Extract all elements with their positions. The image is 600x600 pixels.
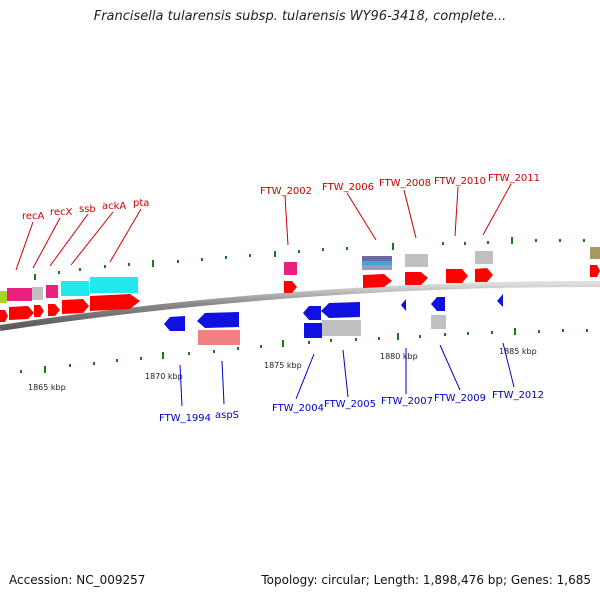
feature-block xyxy=(284,262,297,275)
gene-label-aspS[interactable]: aspS xyxy=(215,410,239,421)
tick-label-1875: 1875 kbp xyxy=(264,361,302,370)
feature-block xyxy=(0,291,7,303)
forward-feature-track xyxy=(0,247,600,303)
gene-label-FTW_2007[interactable]: FTW_2007 xyxy=(381,396,433,407)
topology-info: Topology: circular; Length: 1,898,476 bp… xyxy=(261,573,591,587)
feature-block xyxy=(322,320,361,336)
feature-block xyxy=(362,256,392,261)
accession-text: Accession: NC_009257 xyxy=(9,573,146,587)
feature-block xyxy=(475,251,493,264)
cds-arrow xyxy=(62,299,89,314)
feature-block xyxy=(431,315,446,329)
cds-arrow xyxy=(90,294,140,311)
cds-arrow xyxy=(363,274,392,288)
cds-arrow xyxy=(9,306,34,320)
gene-label-FTW_2006[interactable]: FTW_2006 xyxy=(322,182,374,193)
cds-arrow xyxy=(164,316,185,331)
cds-arrow xyxy=(401,299,406,311)
gene-label-recX[interactable]: recX xyxy=(50,207,73,218)
cds-arrow xyxy=(590,265,600,277)
cds-arrow xyxy=(0,310,8,322)
gene-label-FTW_2002[interactable]: FTW_2002 xyxy=(260,186,312,197)
feature-block xyxy=(90,277,138,293)
feature-block xyxy=(304,323,322,338)
tick-label-1880: 1880 kbp xyxy=(380,352,418,361)
gene-label-FTW_2004[interactable]: FTW_2004 xyxy=(272,403,324,414)
feature-block xyxy=(405,254,428,267)
gene-label-ssb[interactable]: ssb xyxy=(79,204,96,215)
tick-label-1885: 1885 kbp xyxy=(499,347,537,356)
feature-block xyxy=(61,281,89,296)
gene-label-FTW_2010[interactable]: FTW_2010 xyxy=(434,176,486,187)
outer-tick-row xyxy=(34,237,585,280)
map-title: Francisella tularensis subsp. tularensis… xyxy=(93,9,507,24)
tick-label-1870: 1870 kbp xyxy=(145,372,183,381)
cds-arrow xyxy=(197,312,239,328)
gene-label-FTW_2012[interactable]: FTW_2012 xyxy=(492,390,544,401)
cds-arrow xyxy=(303,306,321,320)
gene-label-recA[interactable]: recA xyxy=(22,211,45,222)
feature-block xyxy=(198,330,240,345)
feature-block xyxy=(7,288,32,301)
forward-gene-labels xyxy=(15,183,512,271)
gene-label-FTW_2008[interactable]: FTW_2008 xyxy=(379,178,431,189)
reverse-gene-labels xyxy=(179,342,515,407)
cds-arrow xyxy=(446,269,468,283)
feature-block xyxy=(590,247,600,259)
gene-label-FTW_2009[interactable]: FTW_2009 xyxy=(434,393,486,404)
gene-label-FTW_2005[interactable]: FTW_2005 xyxy=(324,399,376,410)
cds-arrow xyxy=(48,304,60,316)
cds-arrow xyxy=(431,297,445,311)
cds-arrow xyxy=(405,272,428,285)
gene-label-ackA[interactable]: ackA xyxy=(102,201,126,212)
gene-label-pta[interactable]: pta xyxy=(133,198,149,209)
reverse-feature-track xyxy=(198,315,446,345)
inner-tick-row xyxy=(20,328,588,373)
sequence-backbone xyxy=(0,280,600,331)
feature-block xyxy=(32,287,43,300)
cds-arrow xyxy=(34,305,44,317)
tick-label-1865: 1865 kbp xyxy=(28,383,66,392)
reverse-cds-track xyxy=(164,294,503,331)
feature-block xyxy=(46,285,58,298)
feature-block xyxy=(362,265,392,270)
gene-label-FTW_2011[interactable]: FTW_2011 xyxy=(488,173,540,184)
cds-arrow xyxy=(475,268,493,282)
cds-arrow xyxy=(321,302,360,318)
feature-block xyxy=(362,261,392,265)
cds-arrow xyxy=(284,281,297,293)
forward-cds-track xyxy=(0,265,600,322)
gene-label-FTW_1994[interactable]: FTW_1994 xyxy=(159,413,211,424)
cds-arrow xyxy=(497,294,503,307)
